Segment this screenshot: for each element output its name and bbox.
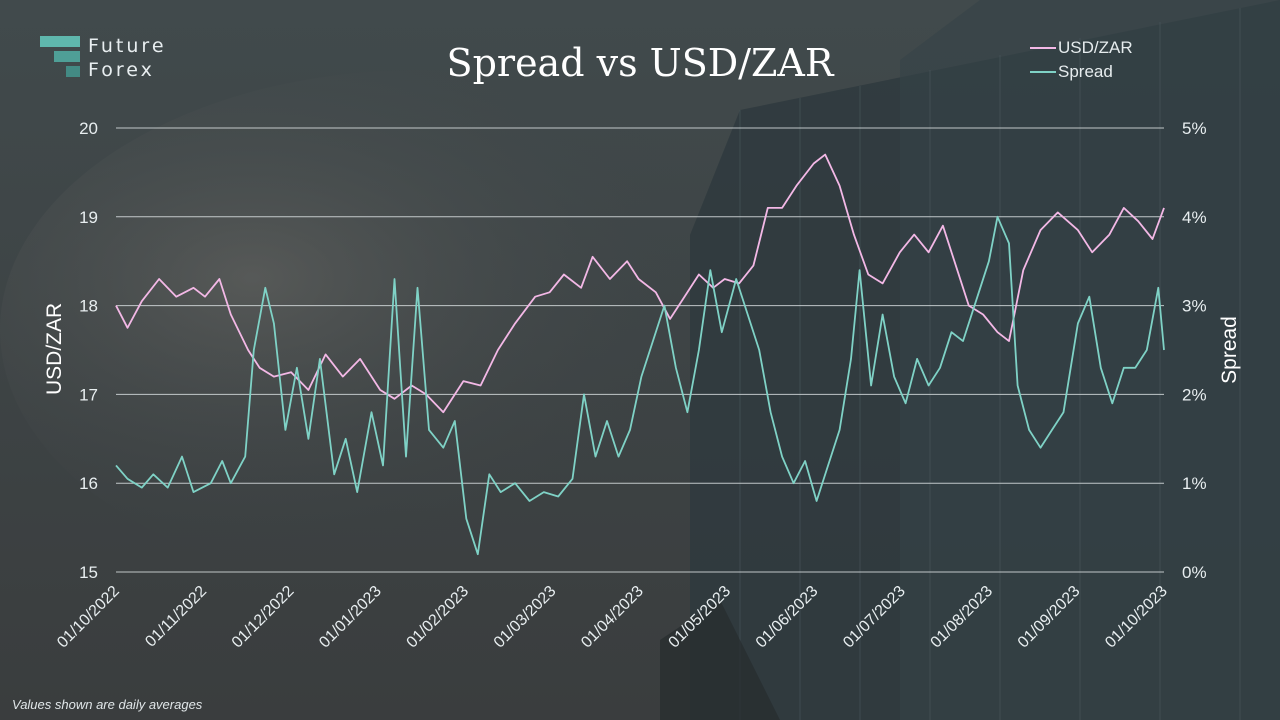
y-tick-label-left: 20	[79, 119, 98, 138]
x-tick-label: 01/02/2023	[404, 583, 473, 652]
y-tick-label-left: 17	[79, 385, 98, 404]
x-tick-label: 01/10/2023	[1102, 583, 1171, 652]
footnote: Values shown are daily averages	[12, 697, 203, 712]
x-tick-label: 01/01/2023	[316, 583, 385, 652]
y-tick-label-right: 4%	[1182, 208, 1207, 227]
chart-title: Spread vs USD/ZAR	[446, 41, 834, 85]
brand-name: Future Forex	[88, 34, 167, 82]
y-tick-label-left: 18	[79, 297, 98, 316]
legend-label-spread: Spread	[1058, 62, 1113, 81]
x-tick-label: 01/06/2023	[753, 583, 822, 652]
x-tick-label: 01/07/2023	[840, 583, 909, 652]
y-tick-labels: 15 0% 16 1% 17 2% 18 3% 19 4% 20 5%	[79, 119, 1207, 582]
legend-item-spread[interactable]: Spread	[1030, 60, 1133, 84]
brand-line-1: Future	[88, 35, 167, 57]
y-tick-label-right: 1%	[1182, 474, 1207, 493]
legend-item-usdzar[interactable]: USD/ZAR	[1030, 36, 1133, 60]
y-tick-label-right: 5%	[1182, 119, 1207, 138]
brand-logo: Future Forex	[40, 34, 200, 86]
logo-mark-icon	[40, 36, 80, 77]
x-tick-label: 01/08/2023	[928, 583, 997, 652]
x-tick-labels: 01/10/2022 01/11/2022 01/12/2022 01/01/2023…	[54, 583, 1171, 652]
x-tick-label: 01/10/2022	[54, 583, 123, 652]
series-line-usd-zar	[115, 153, 1165, 414]
x-tick-label: 01/12/2022	[229, 583, 298, 652]
x-tick-label: 01/05/2023	[666, 583, 735, 652]
y-tick-label-right: 3%	[1182, 297, 1207, 316]
x-tick-label: 01/09/2023	[1015, 583, 1084, 652]
y-tick-label-left: 19	[79, 208, 98, 227]
y-tick-label-right: 0%	[1182, 563, 1207, 582]
x-tick-label: 01/11/2022	[142, 583, 210, 651]
gridlines	[116, 127, 1164, 573]
legend-label-usdzar: USD/ZAR	[1058, 38, 1133, 57]
legend-swatch-spread	[1030, 71, 1056, 73]
series-line-spread	[115, 215, 1165, 556]
y-tick-label-left: 15	[79, 563, 98, 582]
x-tick-label: 01/03/2023	[491, 583, 560, 652]
y-tick-label-left: 16	[79, 474, 98, 493]
brand-line-2: Forex	[88, 59, 155, 81]
y-tick-label-right: 2%	[1182, 385, 1207, 404]
chart-legend: USD/ZAR Spread	[1030, 36, 1133, 84]
series-lines	[115, 153, 1165, 556]
x-tick-label: 01/04/2023	[578, 583, 647, 652]
legend-swatch-usdzar	[1030, 47, 1056, 49]
